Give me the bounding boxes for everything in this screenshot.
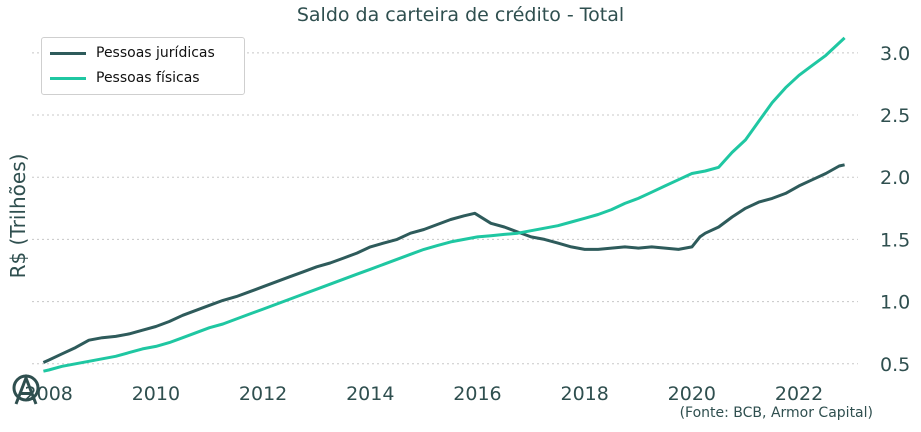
y-tick-label: 1.5 [880,229,910,251]
legend-swatch [50,76,86,80]
x-tick-label: 2016 [453,383,501,405]
legend-label: Pessoas físicas [96,70,200,86]
legend-swatch [50,51,86,55]
y-tick-label: 2.5 [880,105,910,127]
legend-item-pessoas-juridicas: Pessoas jurídicas [50,42,215,64]
x-tick-label: 2020 [668,383,716,405]
y-tick-label: 0.5 [880,354,910,376]
series-line-pessoas-juridicas [42,163,845,364]
y-tick-label: 2.0 [880,167,910,189]
y-tick-label: 3.0 [880,43,910,65]
legend-label: Pessoas jurídicas [96,45,215,61]
y-tick-label: 1.0 [880,292,910,314]
legend: Pessoas jurídicas Pessoas físicas [41,37,245,95]
series-line-pessoas-fisicas [43,36,846,373]
x-tick-label: 2014 [346,383,394,405]
legend-item-pessoas-fisicas: Pessoas físicas [50,67,200,89]
x-tick-label: 2012 [239,383,287,405]
armor-logo-icon [10,370,42,414]
x-tick-label: 2010 [132,383,180,405]
x-tick-label: 2018 [560,383,608,405]
chart-title: Saldo da carteira de crédito - Total [296,4,625,26]
x-tick-label: 2022 [775,383,823,405]
source-note: (Fonte: BCB, Armor Capital) [679,405,873,421]
